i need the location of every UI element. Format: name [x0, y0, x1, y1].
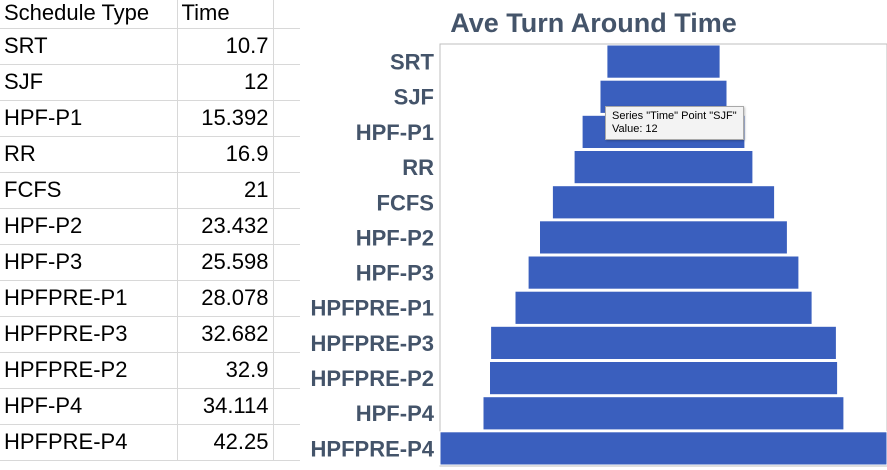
funnel-bar[interactable] [539, 220, 788, 255]
funnel-bar[interactable] [606, 44, 721, 79]
header-time[interactable]: Time [177, 0, 274, 29]
table-row: HPFPRE-P2 32.9 [0, 352, 300, 389]
cell-schedule-type[interactable]: FCFS [0, 172, 178, 209]
cell-time[interactable]: 23.432 [177, 208, 274, 245]
cell-schedule-type[interactable]: HPF-P3 [0, 244, 178, 281]
cell-time[interactable]: 28.078 [177, 280, 274, 317]
table-row: HPF-P2 23.432 [0, 208, 300, 245]
empty-cell[interactable] [273, 280, 300, 317]
table-row: HPFPRE-P3 32.682 [0, 316, 300, 353]
table-row: HPFPRE-P1 28.078 [0, 280, 300, 317]
category-label: HPF-P2 [356, 225, 434, 250]
category-label: HPF-P4 [356, 401, 435, 426]
funnel-bar[interactable] [551, 185, 776, 220]
plot-area-border [439, 43, 887, 467]
cell-schedule-type[interactable]: HPFPRE-P2 [0, 352, 178, 389]
cell-schedule-type[interactable]: HPF-P2 [0, 208, 178, 245]
cell-schedule-type[interactable]: HPF-P1 [0, 100, 178, 137]
empty-cell[interactable] [273, 28, 300, 65]
cell-time[interactable]: 32.682 [177, 316, 274, 353]
empty-cell[interactable] [273, 424, 300, 461]
category-label: HPF-P3 [356, 261, 434, 286]
empty-cell[interactable] [273, 208, 300, 245]
cell-time[interactable]: 42.25 [177, 424, 274, 461]
tooltip-value-line: Value: 12 [612, 123, 658, 135]
chart-tooltip: Series "Time" Point "SJF" Value: 12 [605, 106, 744, 140]
cell-schedule-type[interactable]: SRT [0, 28, 178, 65]
empty-cell[interactable] [273, 352, 300, 389]
funnel-bar[interactable] [482, 396, 845, 431]
funnel-bar[interactable] [514, 290, 813, 325]
empty-cell[interactable] [273, 136, 300, 173]
category-label: HPFPRE-P4 [311, 436, 435, 461]
table-header-row: Schedule Type Time [0, 0, 300, 29]
category-label: SRT [390, 50, 435, 75]
header-schedule-type[interactable]: Schedule Type [0, 0, 178, 29]
cell-time[interactable]: 21 [177, 172, 274, 209]
funnel-bar[interactable] [573, 150, 754, 185]
cell-time[interactable]: 15.392 [177, 100, 274, 137]
empty-cell[interactable] [273, 316, 300, 353]
table-row: SRT 10.7 [0, 28, 300, 65]
cell-schedule-type[interactable]: HPFPRE-P3 [0, 316, 178, 353]
funnel-bar[interactable] [527, 255, 800, 290]
table-row: SJF 12 [0, 64, 300, 101]
cell-schedule-type[interactable]: HPF-P4 [0, 388, 178, 425]
cell-schedule-type[interactable]: SJF [0, 64, 178, 101]
category-label: FCFS [377, 190, 434, 215]
category-label: HPFPRE-P3 [311, 331, 434, 356]
chart-plot: SRT SJF HPF-P1 RR FCFS HPF-P2 HPF-P3 HPFPRE-P1 H… [311, 43, 887, 467]
funnel-bar[interactable] [489, 361, 839, 396]
tooltip-series-line: Series "Time" Point "SJF" [612, 110, 737, 122]
funnel-bar[interactable] [490, 325, 837, 360]
table-row: HPF-P4 34.114 [0, 388, 300, 425]
data-table: Schedule Type Time SRT 10.7 SJF 12 HPF-P1 15.… [0, 0, 300, 461]
empty-cell[interactable] [273, 172, 300, 209]
empty-cell[interactable] [273, 64, 300, 101]
chart-title: Ave Turn Around Time [450, 8, 737, 38]
cell-time[interactable]: 12 [177, 64, 274, 101]
cell-time[interactable]: 16.9 [177, 136, 274, 173]
table-row: HPF-P1 15.392 [0, 100, 300, 137]
empty-cell[interactable] [273, 244, 300, 281]
category-label: HPFPRE-P2 [311, 366, 434, 391]
spreadsheet: Schedule Type Time SRT 10.7 SJF 12 HPF-P1 15.… [0, 0, 300, 470]
category-label: SJF [394, 85, 434, 110]
table-row: RR 16.9 [0, 136, 300, 173]
table-row: HPF-P3 25.598 [0, 244, 300, 281]
table-row: FCFS 21 [0, 172, 300, 209]
category-label: HPFPRE-P1 [311, 296, 434, 321]
category-label: HPF-P1 [356, 120, 434, 145]
empty-cell[interactable] [273, 388, 300, 425]
category-label: RR [402, 155, 434, 180]
cell-schedule-type[interactable]: HPFPRE-P4 [0, 424, 178, 461]
cell-time[interactable]: 34.114 [177, 388, 274, 425]
cell-time[interactable]: 25.598 [177, 244, 274, 281]
cell-time[interactable]: 10.7 [177, 28, 274, 65]
empty-cell[interactable] [273, 0, 300, 29]
funnel-bar[interactable] [439, 431, 887, 466]
empty-cell[interactable] [273, 100, 300, 137]
cell-time[interactable]: 32.9 [177, 352, 274, 389]
table-row: HPFPRE-P4 42.25 [0, 424, 300, 461]
cell-schedule-type[interactable]: HPFPRE-P1 [0, 280, 178, 317]
cell-schedule-type[interactable]: RR [0, 136, 178, 173]
funnel-chart[interactable]: Ave Turn Around Time SRT SJF HPF-P1 RR FCFS H… [300, 0, 887, 470]
